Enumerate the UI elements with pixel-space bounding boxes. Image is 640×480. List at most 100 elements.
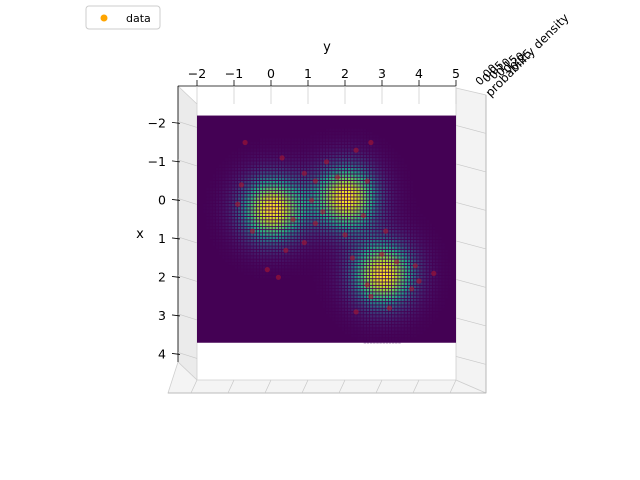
density-cell — [281, 141, 285, 145]
density-cell — [212, 226, 216, 230]
density-cell — [366, 236, 370, 240]
density-cell — [360, 311, 363, 315]
density-cell — [423, 233, 426, 236]
density-cell — [241, 269, 244, 272]
density-cell — [429, 259, 433, 262]
density-cell — [398, 262, 401, 266]
density-cell — [285, 141, 288, 145]
density-cell — [234, 200, 238, 204]
density-cell — [363, 308, 367, 312]
density-cell — [215, 236, 219, 240]
density-cell — [388, 177, 392, 181]
density-cell — [244, 190, 247, 194]
density-cell — [426, 325, 429, 328]
density-cell — [423, 249, 426, 253]
density-cell — [370, 226, 373, 230]
density-cell — [379, 141, 382, 145]
density-cell — [259, 233, 263, 236]
density-cell — [294, 200, 297, 204]
density-cell — [392, 305, 395, 308]
density-cell — [360, 194, 363, 197]
density-cell — [363, 154, 367, 158]
density-cell — [225, 190, 228, 194]
density-cell — [335, 203, 338, 207]
density-cell — [382, 318, 385, 321]
density-cell — [313, 226, 316, 230]
density-cell — [401, 220, 404, 223]
density-cell — [332, 243, 335, 246]
density-cell — [266, 171, 269, 174]
density-cell — [426, 279, 429, 282]
density-cell — [322, 233, 326, 236]
density-cell — [234, 171, 238, 174]
density-cell — [354, 167, 357, 171]
density-cell — [225, 226, 228, 230]
density-cell — [294, 171, 297, 174]
density-cell — [344, 246, 348, 249]
density-cell — [363, 194, 367, 197]
density-cell — [351, 253, 354, 256]
density-cell — [357, 174, 360, 177]
density-cell — [423, 308, 426, 312]
density-cell — [291, 154, 294, 158]
density-cell — [313, 253, 316, 256]
density-cell — [206, 213, 209, 217]
density-cell — [360, 217, 363, 220]
density-cell — [307, 210, 310, 213]
density-cell — [231, 167, 234, 171]
density-cell — [325, 223, 329, 226]
density-cell — [429, 243, 433, 246]
density-cell — [278, 217, 282, 220]
density-cell — [392, 187, 395, 190]
density-cell — [351, 217, 354, 220]
data-point — [368, 139, 374, 146]
density-cell — [297, 249, 300, 253]
density-cell — [241, 230, 244, 233]
density-cell — [288, 154, 291, 158]
density-cell — [338, 161, 341, 164]
density-cell — [253, 184, 256, 187]
density-cell — [329, 151, 332, 154]
density-cell — [231, 187, 234, 190]
density-cell — [385, 213, 389, 217]
density-cell — [376, 230, 379, 233]
density-cell — [373, 164, 376, 167]
density-cell — [316, 220, 319, 223]
density-cell — [272, 200, 275, 204]
density-cell — [366, 279, 370, 282]
density-cell — [300, 164, 304, 167]
density-cell — [401, 249, 404, 253]
density-cell — [363, 197, 367, 200]
density-cell — [281, 148, 285, 151]
density-cell — [373, 161, 376, 164]
density-cell — [338, 239, 341, 243]
density-cell — [231, 158, 234, 161]
density-cell — [219, 177, 222, 181]
density-cell — [382, 220, 385, 223]
density-cell — [414, 217, 417, 220]
density-cell — [266, 187, 269, 190]
pane-wall-left — [177, 85, 198, 381]
density-cell — [241, 262, 244, 266]
density-cell — [414, 272, 417, 276]
density-cell — [222, 253, 225, 256]
density-cell — [366, 243, 370, 246]
density-cell — [395, 308, 398, 312]
density-cell — [244, 187, 247, 190]
density-cell — [351, 197, 354, 200]
density-cell — [360, 285, 363, 289]
density-cell — [351, 249, 354, 253]
density-cell — [325, 197, 329, 200]
density-cell — [376, 325, 379, 328]
density-cell — [373, 200, 376, 204]
density-cell — [310, 167, 313, 171]
density-cell — [410, 298, 414, 302]
density-cell — [272, 230, 275, 233]
density-cell — [263, 253, 266, 256]
density-cell — [316, 275, 319, 279]
density-cell — [294, 190, 297, 194]
density-cell — [344, 236, 348, 240]
density-cell — [285, 187, 288, 190]
density-cell — [297, 145, 300, 148]
density-cell — [307, 239, 310, 243]
